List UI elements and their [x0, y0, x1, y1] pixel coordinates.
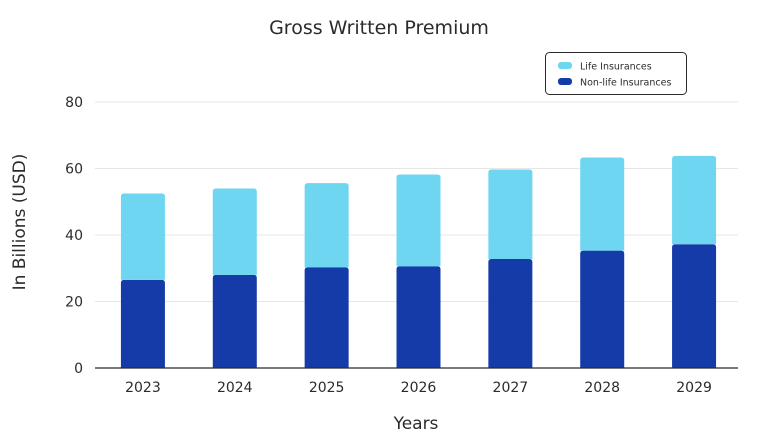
- bar-life-2024: [212, 188, 257, 275]
- y-tick-label: 60: [65, 162, 83, 178]
- x-tick-label: 2027: [493, 380, 529, 396]
- bar-life-2028: [580, 157, 625, 251]
- x-axis-label: Years: [393, 414, 439, 434]
- legend-box: [545, 52, 687, 95]
- x-tick-label: 2026: [401, 380, 437, 396]
- bar-non-life-2029: [672, 244, 717, 368]
- y-tick-label: 40: [65, 228, 83, 244]
- x-axis-ticks: 2023 2024 2025 2026 2027 2028 2029: [125, 380, 712, 396]
- bar-non-life-2027: [488, 258, 533, 368]
- x-tick-label: 2028: [584, 380, 620, 396]
- y-tick-label: 80: [65, 95, 83, 111]
- x-tick-label: 2023: [125, 380, 161, 396]
- bar-non-life-2023: [120, 279, 165, 368]
- legend-label-non-life: Non-life Insurances: [580, 78, 671, 89]
- bar-life-2026: [396, 174, 441, 267]
- legend: Life Insurances Non-life Insurances: [545, 52, 687, 95]
- legend-swatch-non-life: [558, 78, 572, 85]
- bar-life-2023: [120, 193, 165, 280]
- bar-life-2029: [672, 155, 717, 245]
- bar-life-2025: [304, 183, 349, 268]
- bars: [120, 155, 717, 368]
- y-tick-label: 20: [65, 295, 83, 311]
- bar-non-life-2024: [212, 274, 257, 368]
- bar-non-life-2026: [396, 266, 441, 368]
- y-axis-label: In Billions (USD): [10, 154, 30, 291]
- chart-title: Gross Written Premium: [269, 17, 489, 39]
- bar-non-life-2025: [304, 267, 349, 368]
- bar-non-life-2028: [580, 250, 625, 368]
- x-tick-label: 2029: [676, 380, 712, 396]
- y-axis-ticks: 0 20 40 60 80: [65, 95, 83, 377]
- legend-swatch-life: [558, 62, 572, 69]
- x-tick-label: 2024: [217, 380, 253, 396]
- x-tick-label: 2025: [309, 380, 345, 396]
- y-tick-label: 0: [74, 361, 83, 377]
- legend-label-life: Life Insurances: [580, 62, 652, 73]
- bar-life-2027: [488, 169, 533, 259]
